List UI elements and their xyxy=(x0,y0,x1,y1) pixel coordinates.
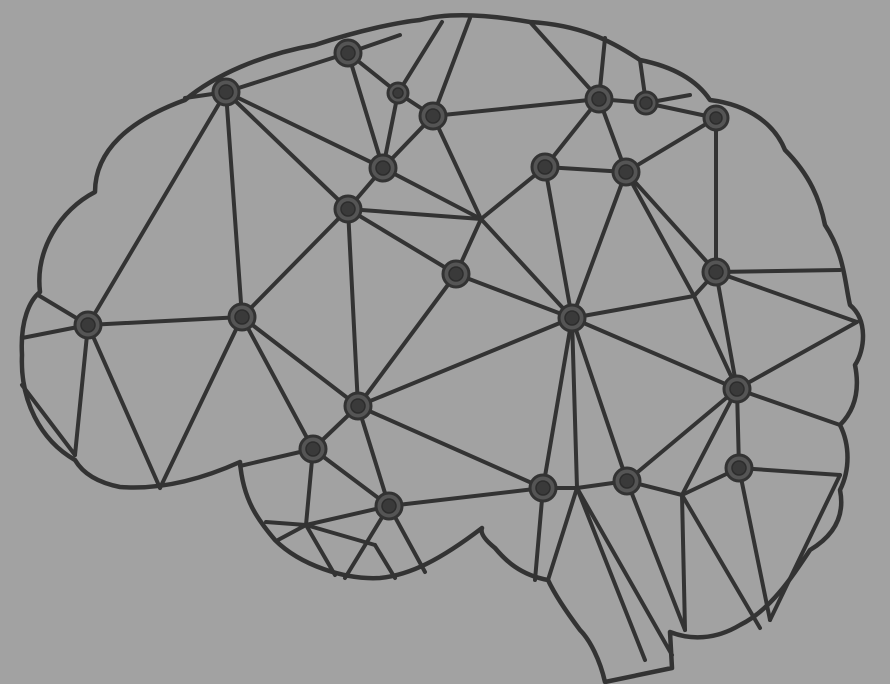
network-node xyxy=(530,152,560,182)
network-node xyxy=(441,259,471,289)
network-node xyxy=(701,257,731,287)
network-nodes xyxy=(73,38,754,521)
network-node xyxy=(374,491,404,521)
network-node xyxy=(298,434,328,464)
network-node xyxy=(386,81,410,105)
network-node xyxy=(584,84,614,114)
network-node xyxy=(211,77,241,107)
network-node xyxy=(528,473,558,503)
network-node xyxy=(633,90,659,116)
network-node xyxy=(611,157,641,187)
network-node xyxy=(418,101,448,131)
network-node xyxy=(333,194,363,224)
network-node xyxy=(724,453,754,483)
network-node xyxy=(368,153,398,183)
network-node xyxy=(227,302,257,332)
network-node xyxy=(333,38,363,68)
network-node xyxy=(73,310,103,340)
network-node xyxy=(557,303,587,333)
network-node xyxy=(612,466,642,496)
network-node xyxy=(343,391,373,421)
network-node xyxy=(722,374,752,404)
network-node xyxy=(702,104,730,132)
